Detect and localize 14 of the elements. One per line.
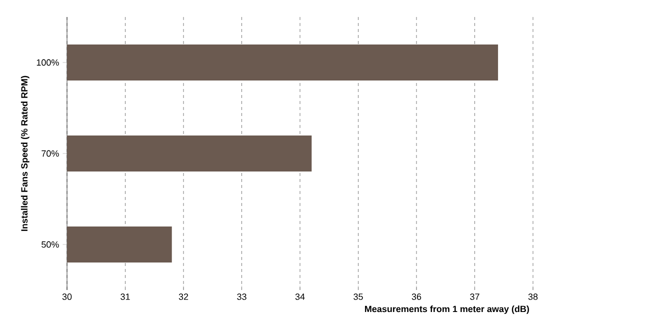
y-axis-title: Installed Fans Speed (% Rated RPM)	[20, 76, 30, 231]
x-tick-label: 36	[412, 294, 422, 300]
x-tick-label: 32	[178, 294, 188, 300]
x-tick-label: 34	[295, 294, 305, 300]
y-tick-label: 50%	[42, 241, 59, 248]
x-tick-label: 35	[354, 294, 363, 300]
x-tick-label: 30	[62, 294, 72, 300]
x-tick-label: 37	[470, 294, 480, 300]
y-tick-label: 100%	[36, 59, 59, 66]
x-tick-label: 38	[528, 294, 538, 300]
x-tick-label: 31	[120, 294, 130, 300]
x-axis-title: Measurements from 1 meter away (dB)	[365, 306, 529, 314]
x-tick-label: 33	[237, 294, 246, 300]
y-tick-label: 70%	[42, 150, 59, 157]
